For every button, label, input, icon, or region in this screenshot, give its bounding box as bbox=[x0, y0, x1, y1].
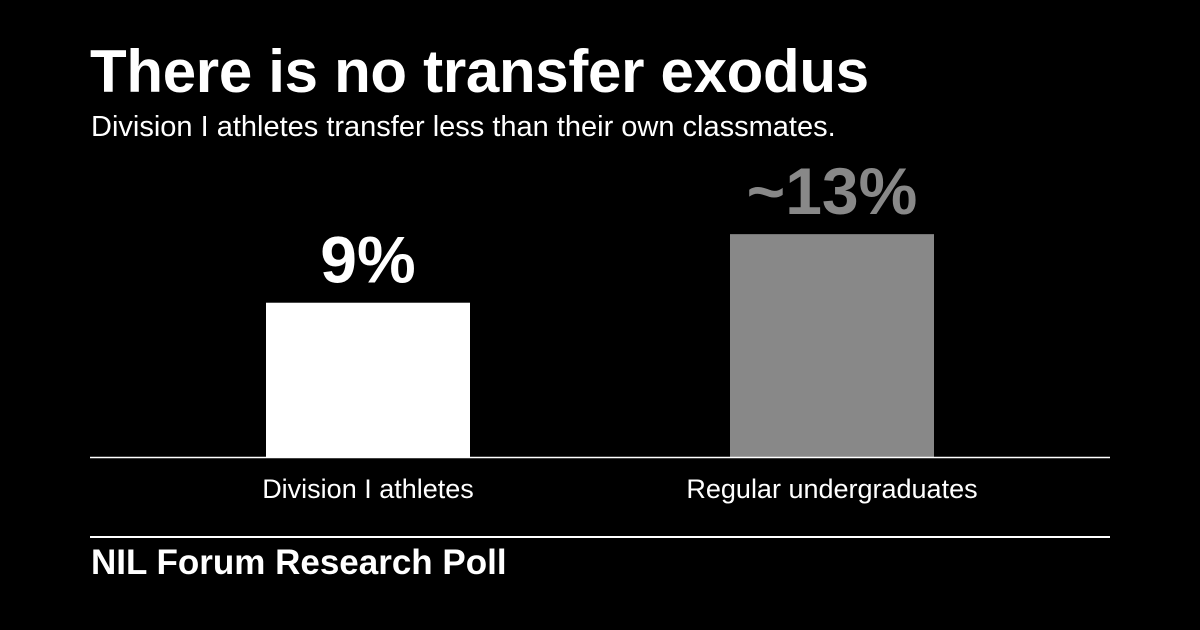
category-label-1: Division I athletes bbox=[262, 474, 474, 504]
source-divider bbox=[90, 536, 1110, 538]
bar-value-label-2: ~13% bbox=[747, 154, 918, 228]
bar-2 bbox=[730, 234, 934, 457]
chart-subtitle: Division I athletes transfer less than t… bbox=[91, 111, 836, 143]
category-label-2: Regular undergraduates bbox=[686, 474, 977, 504]
chart-title: There is no transfer exodus bbox=[90, 38, 869, 105]
source-label: NIL Forum Research Poll bbox=[91, 543, 507, 582]
bar-value-label-1: 9% bbox=[320, 223, 415, 297]
bar-1 bbox=[266, 302, 470, 457]
